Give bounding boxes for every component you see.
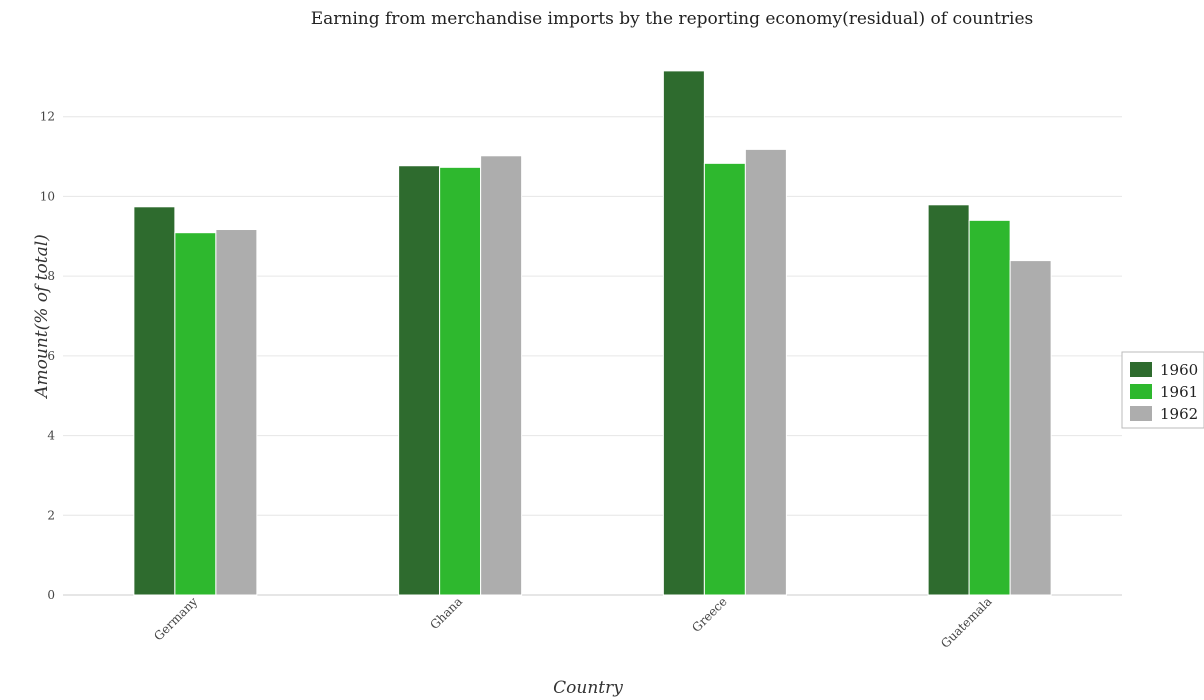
- y-tick-label: 2: [47, 508, 55, 522]
- bar-1960-guatemala: [927, 204, 970, 596]
- bar-1962-ghana: [480, 155, 523, 596]
- bar-1961-guatemala: [968, 219, 1011, 596]
- y-tick-label: 0: [47, 588, 55, 602]
- y-axis-ticks: 0 2 4 6 8 10 12: [40, 110, 56, 602]
- bar-1960-greece: [662, 70, 705, 596]
- legend-swatch-1962: [1130, 406, 1152, 421]
- chart-title: Earning from merchandise imports by the …: [311, 9, 1034, 29]
- y-tick-label: 12: [40, 110, 55, 124]
- legend-swatch-1960: [1130, 362, 1152, 377]
- y-tick-label: 10: [40, 189, 55, 203]
- legend-label-1962: 1962: [1160, 405, 1198, 423]
- y-tick-label: 4: [47, 429, 55, 443]
- bar-1961-germany: [174, 232, 217, 596]
- legend: 1960 1961 1962: [1121, 351, 1204, 429]
- bar-1962-germany: [215, 229, 258, 596]
- bars: [133, 70, 1052, 596]
- legend-swatch-1961: [1130, 384, 1152, 399]
- bar-1961-greece: [703, 162, 746, 596]
- y-tick-label: 8: [47, 269, 55, 283]
- y-tick-label: 6: [47, 349, 55, 363]
- legend-label-1961: 1961: [1160, 383, 1198, 401]
- x-axis-label: Country: [553, 678, 623, 698]
- bar-1962-guatemala: [1009, 260, 1052, 596]
- bar-1962-greece: [744, 148, 787, 596]
- bar-1961-ghana: [439, 166, 482, 596]
- bar-1960-ghana: [398, 165, 441, 596]
- y-axis-label: Amount(% of total): [32, 234, 52, 400]
- bar-1960-germany: [133, 206, 176, 596]
- legend-label-1960: 1960: [1160, 361, 1198, 379]
